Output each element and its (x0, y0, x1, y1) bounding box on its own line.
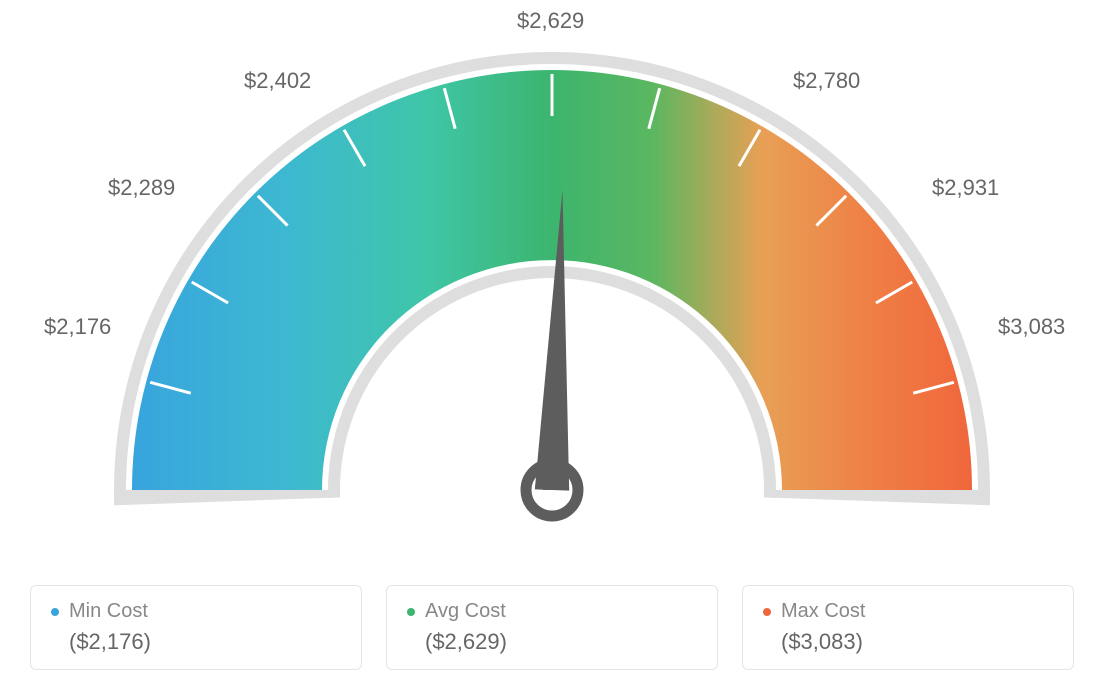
gauge-tick-label: $3,083 (998, 314, 1065, 340)
gauge-tick-label: $2,780 (793, 68, 860, 94)
gauge-chart: $2,176 $2,289 $2,402 $2,629 $2,780 $2,931 $3,0… (0, 0, 1104, 570)
legend-value: ($3,083) (763, 629, 1053, 655)
legend-value: ($2,629) (407, 629, 697, 655)
bullet-icon (51, 608, 59, 616)
legend-card-avg: Avg Cost ($2,629) (386, 585, 718, 670)
legend-title-row: Avg Cost (407, 600, 697, 623)
cost-gauge-widget: $2,176 $2,289 $2,402 $2,629 $2,780 $2,931 $3,0… (0, 0, 1104, 690)
gauge-tick-label: $2,176 (44, 314, 111, 340)
legend-title-row: Min Cost (51, 600, 341, 623)
gauge-tick-label: $2,289 (108, 175, 175, 201)
gauge-tick-label: $2,931 (932, 175, 999, 201)
gauge-tick-label: $2,629 (517, 8, 584, 34)
legend-row: Min Cost ($2,176) Avg Cost ($2,629) Max … (30, 585, 1074, 670)
gauge-tick-label: $2,402 (244, 68, 311, 94)
legend-title-row: Max Cost (763, 600, 1053, 623)
legend-title: Avg Cost (425, 600, 506, 623)
legend-card-min: Min Cost ($2,176) (30, 585, 362, 670)
legend-title: Max Cost (781, 600, 865, 623)
legend-card-max: Max Cost ($3,083) (742, 585, 1074, 670)
bullet-icon (407, 608, 415, 616)
gauge-svg (0, 0, 1104, 570)
legend-title: Min Cost (69, 600, 148, 623)
legend-value: ($2,176) (51, 629, 341, 655)
bullet-icon (763, 608, 771, 616)
